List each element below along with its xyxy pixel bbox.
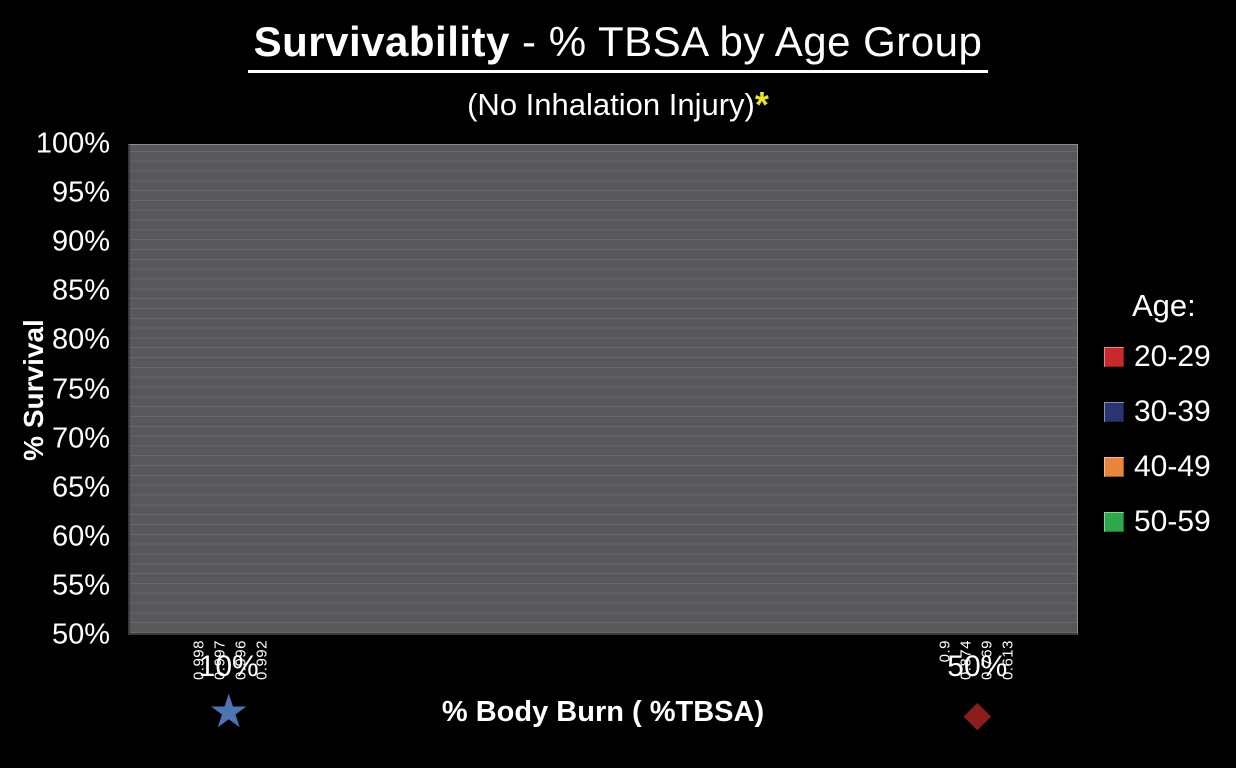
- chart-subtitle: (No Inhalation Injury)*: [0, 84, 1236, 126]
- y-tick-label: 95%: [51, 176, 110, 209]
- legend-swatch-icon: [1104, 347, 1124, 367]
- y-tick-label: 70%: [51, 422, 110, 455]
- chart-title-wrap: Survivability - % TBSA by Age Group: [0, 18, 1236, 73]
- x-axis-ticks: 10% 50%: [128, 650, 1078, 690]
- y-tick-label: 60%: [51, 520, 110, 553]
- diamond-marker-icon: ◆: [963, 693, 992, 734]
- legend-label: 50-59: [1134, 505, 1211, 538]
- legend-item-50-59: 50-59: [1104, 505, 1234, 539]
- legend-title: Age:: [1132, 288, 1196, 323]
- chart-title-bold: Survivability: [253, 18, 510, 65]
- y-tick-label: 80%: [51, 323, 110, 356]
- legend-swatch-icon: [1104, 457, 1124, 477]
- legend-item-30-39: 30-39: [1104, 395, 1234, 429]
- plot-area: 0.998 0.997 0.996 0.992 0.9 0.874 0.769 0.613: [128, 144, 1078, 680]
- legend-label: 30-39: [1134, 395, 1211, 428]
- x-axis-markers: ★ ◆: [128, 688, 1078, 748]
- legend-swatch-icon: [1104, 512, 1124, 532]
- y-axis-ticks: 100% 95% 90% 85% 80% 75% 70% 65% 60% 55% 50%: [0, 128, 116, 651]
- legend: Age: 20-29 30-39 40-49 50-59: [1104, 288, 1234, 560]
- legend-item-20-29: 20-29: [1104, 340, 1234, 374]
- y-tick-label: 50%: [51, 618, 110, 651]
- y-tick-label: 65%: [51, 471, 110, 504]
- legend-item-40-49: 40-49: [1104, 450, 1234, 484]
- y-tick-label: 75%: [51, 373, 110, 405]
- chart-title-rest: - % TBSA by Age Group: [509, 18, 983, 65]
- legend-swatch-icon: [1104, 402, 1124, 422]
- y-tick-label: 100%: [35, 127, 110, 160]
- y-tick-label: 55%: [51, 569, 110, 602]
- legend-items: 20-29 30-39 40-49 50-59: [1104, 340, 1234, 539]
- chart-subtitle-text: (No Inhalation Injury): [467, 87, 755, 122]
- star-marker-icon: ★: [208, 685, 250, 737]
- y-tick-label: 90%: [51, 225, 110, 258]
- chart-title: Survivability - % TBSA by Age Group: [247, 18, 989, 73]
- y-tick-label: 85%: [51, 274, 110, 307]
- x-tick-label: 10%: [198, 650, 259, 683]
- asterisk-footnote-icon: *: [754, 84, 769, 125]
- legend-label: 40-49: [1134, 450, 1211, 483]
- x-axis-title: % Body Burn ( %TBSA): [441, 696, 765, 728]
- x-tick-label: 50%: [947, 650, 1008, 683]
- legend-label: 20-29: [1134, 340, 1211, 373]
